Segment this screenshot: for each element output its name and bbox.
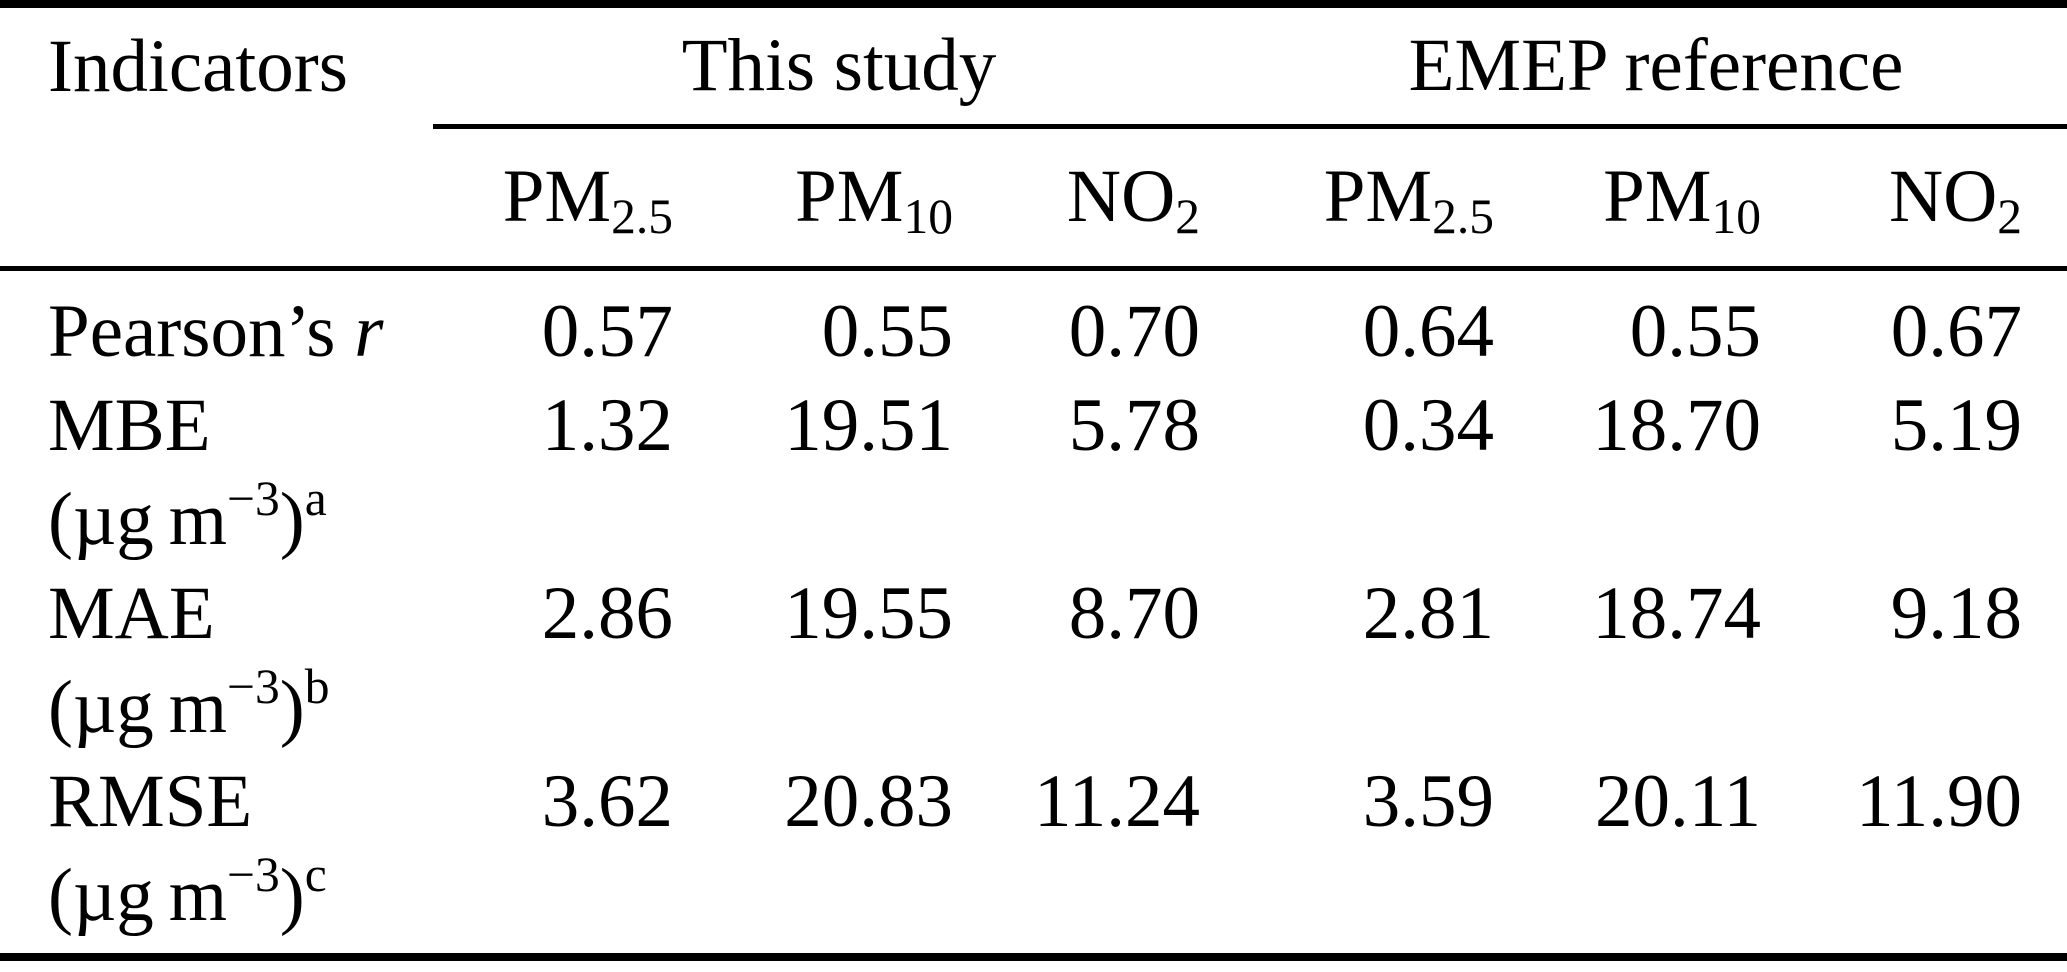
mbe-value-pm10-this-study: 19.51 bbox=[784, 383, 953, 467]
table-row-mbe: MBE (µg m−3)a 1.32 19.51 5.78 0.34 18.70… bbox=[0, 379, 2067, 567]
row-label-pearson-r: Pearson’s r bbox=[0, 268, 433, 379]
mae-label-text: MAE bbox=[48, 571, 215, 655]
pearson-value-pm10-emep: 0.55 bbox=[1629, 289, 1761, 373]
column-header-no2-this-study: NO2 bbox=[998, 126, 1245, 271]
mbe-value-pm25-this-study: 1.32 bbox=[541, 383, 673, 467]
rmse-value-pm10-emep: 20.11 bbox=[1595, 759, 1761, 843]
unit-close: ) bbox=[279, 477, 305, 561]
mae-value-no2-this-study: 8.70 bbox=[1068, 571, 1200, 655]
mae-value-pm10-this-study: 19.55 bbox=[784, 571, 953, 655]
pm10-base: PM bbox=[795, 155, 904, 238]
footnote-marker-b: b bbox=[304, 658, 330, 714]
row-label-mbe: MBE (µg m−3)a bbox=[0, 379, 433, 567]
column-header-pm25-this-study: PM2.5 bbox=[433, 126, 718, 271]
pearson-value-pm10-this-study: 0.55 bbox=[821, 289, 953, 373]
footnote-marker-a: a bbox=[304, 470, 327, 526]
subheader-row: PM2.5 PM10 NO2 PM2.5 PM10 NO2 bbox=[0, 126, 2067, 271]
mae-value-pm25-emep: 2.81 bbox=[1362, 571, 1494, 655]
group-header-emep-reference: EMEP reference bbox=[1245, 4, 2067, 129]
unit-open: (µg m bbox=[48, 853, 228, 937]
rmse-value-pm10-this-study: 20.83 bbox=[784, 759, 953, 843]
pm25-base: PM bbox=[502, 155, 612, 238]
footnote-marker-c: c bbox=[304, 846, 327, 902]
mae-value-pm10-emep: 18.74 bbox=[1592, 571, 1761, 655]
mbe-value-pm25-emep: 0.34 bbox=[1362, 383, 1494, 467]
mae-value-no2-emep: 9.18 bbox=[1890, 571, 2023, 655]
pm10-subscript: 10 bbox=[903, 188, 954, 244]
mbe-unit: (µg m−3)a bbox=[48, 473, 433, 567]
rmse-value-no2-this-study: 11.24 bbox=[1034, 759, 1200, 843]
group-header-row: Indicators This study EMEP reference bbox=[0, 4, 2067, 129]
unit-close: ) bbox=[279, 665, 305, 749]
rmse-value-pm25-this-study: 3.62 bbox=[541, 759, 673, 843]
pearson-label-text: Pearson’s bbox=[48, 289, 355, 373]
rmse-unit: (µg m−3)c bbox=[48, 849, 433, 943]
rmse-label-text: RMSE bbox=[48, 759, 253, 843]
mbe-value-no2-emep: 5.19 bbox=[1890, 383, 2023, 467]
no2-base: NO bbox=[1066, 155, 1176, 238]
unit-exponent: −3 bbox=[227, 658, 280, 714]
unit-open: (µg m bbox=[48, 477, 228, 561]
column-header-pm10-this-study: PM10 bbox=[718, 126, 998, 271]
mae-value-pm25-this-study: 2.86 bbox=[541, 571, 673, 655]
unit-close: ) bbox=[279, 853, 305, 937]
column-header-no2-emep: NO2 bbox=[1806, 126, 2067, 271]
rmse-value-pm25-emep: 3.59 bbox=[1362, 759, 1494, 843]
unit-exponent: −3 bbox=[227, 846, 280, 902]
group-header-this-study: This study bbox=[433, 4, 1245, 129]
table-row-pearson-r: Pearson’s r 0.57 0.55 0.70 0.64 0.55 0.6… bbox=[0, 268, 2067, 379]
pm10-subscript: 10 bbox=[1711, 188, 1762, 244]
pm25-base: PM bbox=[1323, 155, 1433, 238]
pearson-value-pm25-this-study: 0.57 bbox=[541, 289, 673, 373]
unit-exponent: −3 bbox=[227, 470, 280, 526]
no2-subscript: 2 bbox=[1997, 188, 2023, 244]
table-row-rmse: RMSE (µg m−3)c 3.62 20.83 11.24 3.59 20.… bbox=[0, 755, 2067, 957]
column-header-pm10-emep: PM10 bbox=[1539, 126, 1806, 271]
mbe-value-no2-this-study: 5.78 bbox=[1068, 383, 1200, 467]
pm10-base: PM bbox=[1603, 155, 1712, 238]
no2-subscript: 2 bbox=[1175, 188, 1200, 244]
mbe-value-pm10-emep: 18.70 bbox=[1592, 383, 1761, 467]
subheader-stub bbox=[0, 126, 433, 271]
pearson-value-no2-this-study: 0.70 bbox=[1068, 289, 1200, 373]
row-label-mae: MAE (µg m−3)b bbox=[0, 567, 433, 755]
pm25-subscript: 2.5 bbox=[611, 188, 673, 244]
pearson-value-pm25-emep: 0.64 bbox=[1362, 289, 1494, 373]
rmse-value-no2-emep: 11.90 bbox=[1856, 759, 2023, 843]
no2-base: NO bbox=[1888, 155, 1998, 238]
mae-unit: (µg m−3)b bbox=[48, 661, 433, 755]
indicators-header: Indicators bbox=[48, 25, 348, 108]
table-row-mae: MAE (µg m−3)b 2.86 19.55 8.70 2.81 18.74… bbox=[0, 567, 2067, 755]
row-label-rmse: RMSE (µg m−3)c bbox=[0, 755, 433, 957]
pearson-value-no2-emep: 0.67 bbox=[1890, 289, 2023, 373]
column-header-pm25-emep: PM2.5 bbox=[1245, 126, 1539, 271]
pearson-r-symbol: r bbox=[354, 289, 384, 373]
mbe-label-text: MBE bbox=[48, 383, 211, 467]
pm25-subscript: 2.5 bbox=[1432, 188, 1494, 244]
unit-open: (µg m bbox=[48, 665, 228, 749]
